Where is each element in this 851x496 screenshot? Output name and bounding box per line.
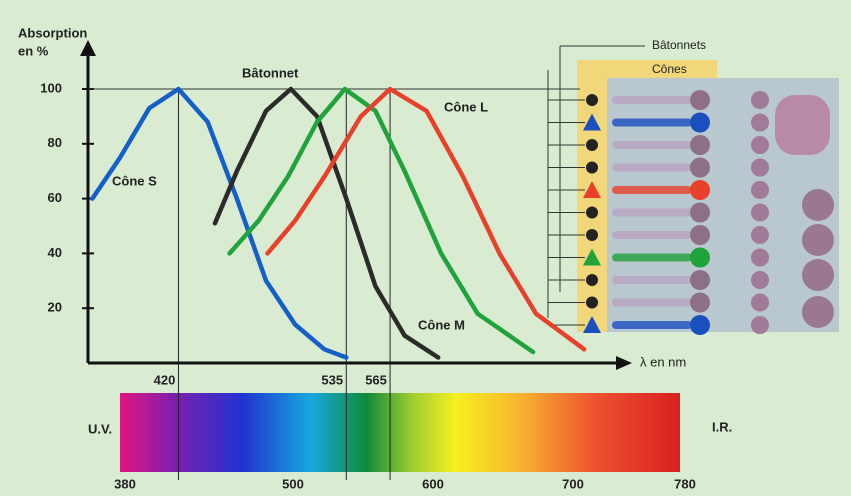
y-tick-label: 80 (48, 135, 62, 150)
cone-marker (583, 113, 601, 131)
series-line (90, 86, 349, 360)
cell-body (612, 118, 692, 127)
y-tick-label: 100 (40, 80, 62, 95)
cell-nucleus (690, 157, 710, 178)
uv-label: U.V. (88, 421, 112, 436)
y-tick-label: 20 (48, 300, 62, 315)
ganglion (802, 259, 834, 291)
rod-marker (586, 206, 598, 219)
spectrum-tick-label: 780 (674, 476, 696, 491)
rods-label: Bâtonnets (652, 38, 706, 52)
cone-marker (583, 248, 601, 266)
cell-body (612, 253, 692, 262)
rod-marker (586, 139, 598, 151)
cell-nucleus (690, 180, 710, 200)
spectrum-bar (120, 393, 680, 472)
y-axis-label: en % (18, 43, 49, 58)
y-tick-label: 60 (48, 190, 62, 205)
cell-nucleus (690, 202, 710, 223)
cell-synapse (751, 293, 769, 312)
x-tick-label: 420 (154, 372, 176, 387)
series-label: Cône S (112, 173, 157, 188)
cell-synapse (751, 158, 769, 177)
ir-label: I.R. (712, 419, 732, 434)
cell-nucleus (690, 292, 710, 313)
cell-synapse (751, 136, 769, 154)
cell-nucleus (690, 112, 710, 133)
cell-body (612, 298, 692, 307)
cell-body (612, 96, 692, 104)
cell-body (612, 321, 692, 329)
series-line (265, 86, 587, 352)
cone-marker (583, 316, 601, 333)
spectrum-tick-label: 600 (422, 476, 444, 491)
y-axis-label: Absorption (18, 25, 87, 40)
cell-synapse (751, 113, 769, 132)
cell-nucleus (690, 135, 710, 155)
cone-marker (583, 181, 601, 198)
spectrum-tick-label: 700 (562, 476, 584, 491)
spectrum-tick-label: 380 (114, 476, 136, 491)
cell-synapse (751, 248, 769, 267)
x-tick-label: 535 (321, 372, 343, 387)
x-axis-label: λ en nm (640, 354, 686, 369)
y-arrow (80, 40, 96, 56)
x-tick-label: 565 (365, 372, 387, 387)
ganglion (802, 224, 834, 256)
rod-marker (586, 296, 598, 309)
cell-synapse (751, 181, 769, 199)
series-line (227, 86, 536, 355)
x-arrow (616, 356, 632, 370)
cell-body (612, 186, 692, 194)
cell-synapse (751, 91, 769, 109)
series-label: Cône M (418, 317, 465, 332)
series-label: Bâtonnet (242, 65, 299, 80)
cell-nucleus (690, 315, 710, 335)
cell-nucleus (690, 247, 710, 268)
retina-illustration: Bâtonnets Cônes (547, 38, 839, 335)
cell-body (612, 141, 692, 149)
series-label: Cône L (444, 99, 488, 114)
cell-synapse (751, 226, 769, 244)
cell-body (612, 163, 692, 172)
rod-marker (586, 274, 598, 286)
cell-body (612, 208, 692, 217)
ganglion (802, 296, 834, 328)
rod-marker (586, 229, 598, 241)
cell-nucleus (690, 90, 710, 110)
cell-body (612, 276, 692, 284)
cell-synapse (751, 203, 769, 222)
cell-nucleus (690, 270, 710, 290)
bipolar (775, 95, 830, 155)
cones-label: Cônes (652, 62, 687, 76)
cell-nucleus (690, 225, 710, 245)
series-line (212, 86, 441, 360)
cell-synapse (751, 316, 769, 334)
rod-marker (586, 161, 598, 174)
spectrum-tick-label: 500 (282, 476, 304, 491)
rod-marker (586, 94, 598, 106)
cell-synapse (751, 271, 769, 289)
ganglion (802, 189, 834, 221)
cell-body (612, 231, 692, 239)
y-tick-label: 40 (48, 245, 62, 260)
